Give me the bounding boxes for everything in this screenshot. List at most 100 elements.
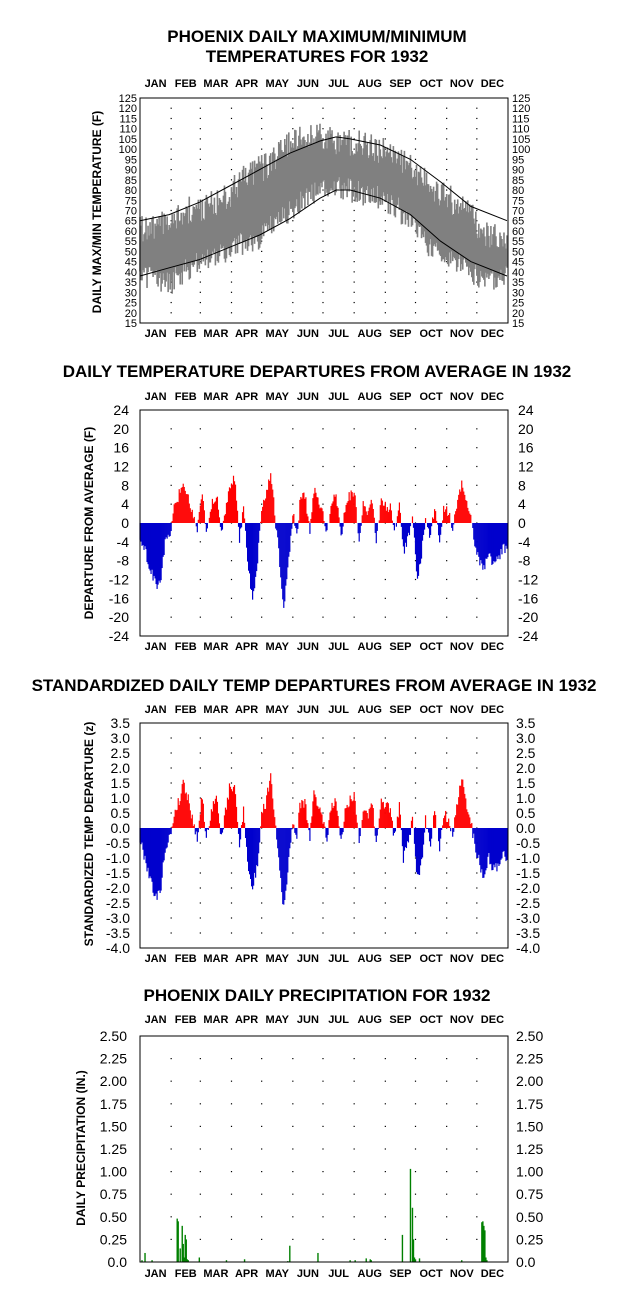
y-tick-label-right: 0.75	[516, 1186, 543, 1202]
y-tick-label-left: 2.5	[111, 745, 131, 761]
grid-dot	[384, 1080, 386, 1082]
plot-border	[139, 1035, 509, 1263]
y-tick-label-left: -2.5	[106, 895, 130, 911]
grid-dot	[446, 616, 448, 618]
departure-bars	[139, 773, 508, 905]
y-tick-label-right: 90	[512, 165, 524, 177]
grid-dot	[476, 291, 478, 293]
grid-dot	[170, 1080, 172, 1082]
month-label-bottom-dec: DEC	[481, 641, 504, 653]
grid-dot	[261, 250, 263, 253]
grid-dot	[170, 168, 172, 171]
grid-dot	[476, 767, 478, 769]
grid-dot	[292, 737, 294, 739]
y-tick-label-left: 15	[125, 318, 137, 330]
grid-dot	[353, 1238, 355, 1240]
grid-dot	[322, 465, 324, 468]
grid-dot	[353, 767, 355, 769]
grid-dot	[292, 767, 294, 769]
grid-dot	[230, 1103, 233, 1105]
y-tick-label-right: -4	[518, 534, 531, 550]
y-tick-label-right: 30	[512, 287, 524, 299]
grid-dot	[170, 428, 172, 430]
grid-dot	[292, 902, 294, 904]
month-label-top-jun: JUN	[297, 1014, 319, 1026]
grid-dot	[170, 220, 172, 222]
grid-dot	[199, 465, 201, 468]
month-label-bottom-apr: APR	[235, 953, 258, 965]
grid-dot	[353, 428, 355, 430]
y-tick-label-right: 1.25	[516, 1141, 543, 1157]
grid-dot	[292, 291, 294, 293]
y-tick-label-left: 2.25	[100, 1051, 127, 1067]
grid-dot	[384, 541, 386, 543]
month-label-top-mar: MAR	[203, 704, 228, 716]
grid-dot	[322, 541, 324, 543]
grid-dot	[322, 1103, 324, 1105]
grid-dot	[414, 1193, 417, 1195]
y-tick-label-left: 20	[113, 421, 129, 437]
grid-dot	[446, 541, 448, 543]
y-tick-label-left: 110	[119, 124, 137, 136]
grid-dot	[414, 447, 417, 449]
grid-dot	[199, 812, 201, 814]
month-label-bottom-mar: MAR	[203, 641, 228, 653]
y-tick-label-right: 0.50	[516, 1209, 543, 1225]
y-tick-label-right: 40	[512, 267, 524, 279]
grid-dot	[261, 752, 263, 754]
plot-area: JAN JAN FEB FEB MAR MAR APR APR MAY MAY JUN JUN JUL J…	[119, 78, 531, 340]
grid-dot	[230, 1080, 233, 1082]
y-tick-label-left: 8	[121, 477, 129, 493]
month-label-bottom-nov: NOV	[450, 641, 475, 653]
y-tick-label-left: 0.0	[108, 1254, 128, 1270]
grid-dot	[322, 128, 324, 130]
y-tick-label-left: -4.0	[106, 940, 130, 956]
grid-dot	[292, 917, 294, 919]
grid-dot	[353, 902, 355, 904]
grid-dot	[261, 281, 263, 283]
grid-dot	[384, 857, 386, 859]
grid-dot	[476, 872, 478, 874]
grid-dot	[261, 782, 263, 784]
grid-dot	[199, 503, 201, 505]
grid-dot	[170, 578, 172, 581]
month-label-bottom-may: MAY	[266, 953, 290, 965]
grid-dot	[476, 301, 478, 304]
grid-dot	[384, 1193, 386, 1195]
grid-dot	[261, 1148, 263, 1150]
grid-dot	[446, 560, 448, 562]
grid-dot	[414, 148, 417, 150]
grid-dot	[476, 199, 478, 201]
month-label-top-oct: OCT	[419, 1014, 443, 1026]
grid-dot	[230, 560, 233, 562]
grid-dot	[446, 887, 448, 889]
grid-dot	[384, 597, 386, 599]
grid-dot	[322, 1193, 324, 1195]
grid-dot	[384, 230, 386, 232]
grid-dot	[446, 737, 448, 739]
grid-dot	[230, 107, 233, 109]
grid-dot	[230, 578, 233, 581]
grid-dot	[414, 230, 417, 232]
grid-dot	[292, 1080, 294, 1082]
grid-dot	[261, 560, 263, 562]
grid-dot	[446, 857, 448, 859]
grid-dot	[292, 1171, 294, 1173]
month-label-top-aug: AUG	[358, 391, 382, 403]
month-label-top-oct: OCT	[419, 704, 443, 716]
grid-dot	[261, 767, 263, 769]
month-label-bottom-sep: SEP	[389, 641, 411, 653]
grid-dot	[476, 312, 478, 314]
grid-dot	[322, 250, 324, 253]
grid-dot	[292, 484, 294, 486]
y-tick-label-left: 90	[125, 165, 137, 177]
grid-dot	[353, 138, 355, 140]
grid-dot	[476, 797, 478, 799]
grid-dot	[170, 857, 172, 859]
max-min-temperature-chart: PHOENIX DAILY MAXIMUM/MINIMUM TEMPERATUR…	[90, 27, 530, 340]
grid-dot	[292, 782, 294, 784]
grid-dot	[414, 560, 417, 562]
grid-dot	[261, 1103, 263, 1105]
grid-dot	[414, 138, 417, 140]
grid-dot	[384, 138, 386, 140]
